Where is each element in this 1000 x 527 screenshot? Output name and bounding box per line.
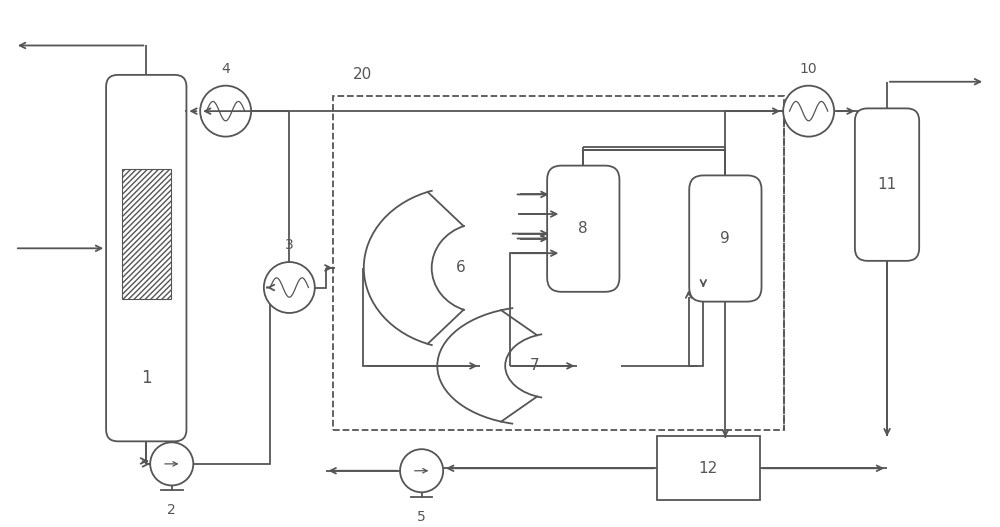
Circle shape	[150, 442, 193, 485]
Bar	[333, 96, 784, 430]
Circle shape	[264, 262, 315, 313]
Text: 20: 20	[353, 67, 372, 82]
Circle shape	[400, 449, 443, 492]
Text: 9: 9	[720, 231, 730, 246]
FancyBboxPatch shape	[547, 165, 619, 292]
FancyBboxPatch shape	[106, 75, 186, 441]
Circle shape	[783, 86, 834, 136]
Text: 4: 4	[221, 62, 230, 76]
Text: 10: 10	[800, 62, 817, 76]
Text: 8: 8	[578, 221, 588, 236]
FancyBboxPatch shape	[855, 109, 919, 261]
Bar	[122, 169, 171, 299]
FancyBboxPatch shape	[689, 175, 762, 301]
Text: 12: 12	[699, 461, 718, 476]
Text: 2: 2	[167, 503, 176, 517]
Text: 5: 5	[417, 510, 426, 524]
Bar	[657, 436, 760, 500]
Text: 11: 11	[877, 177, 897, 192]
Text: 7: 7	[529, 358, 539, 374]
Text: 6: 6	[456, 260, 466, 276]
Text: 1: 1	[141, 369, 152, 387]
Text: 3: 3	[285, 238, 294, 252]
Circle shape	[200, 86, 251, 136]
